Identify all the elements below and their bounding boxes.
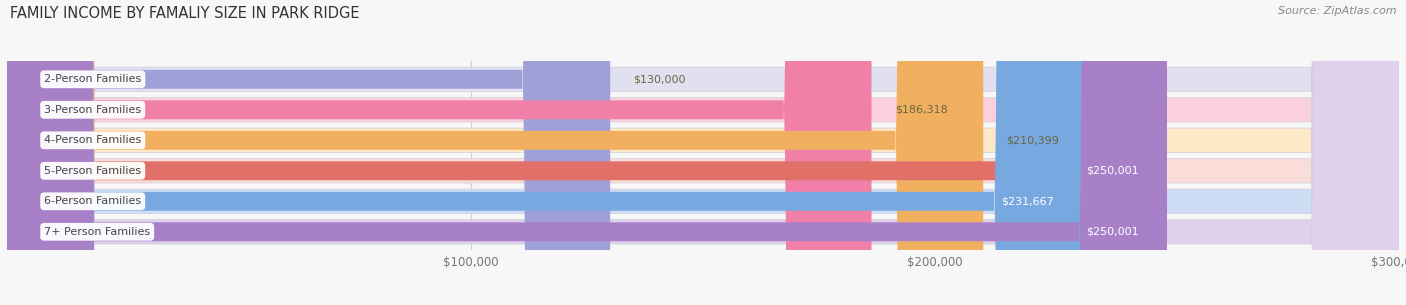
FancyBboxPatch shape [7,0,1399,305]
FancyBboxPatch shape [7,0,1167,305]
Text: 2-Person Families: 2-Person Families [44,74,142,84]
Text: FAMILY INCOME BY FAMALIY SIZE IN PARK RIDGE: FAMILY INCOME BY FAMALIY SIZE IN PARK RI… [10,6,360,21]
Text: $210,399: $210,399 [1007,135,1059,145]
FancyBboxPatch shape [7,0,1399,305]
Text: $130,000: $130,000 [633,74,686,84]
Text: 6-Person Families: 6-Person Families [44,196,141,206]
Text: 3-Person Families: 3-Person Families [44,105,141,115]
FancyBboxPatch shape [7,0,1399,305]
Text: $250,001: $250,001 [1087,166,1139,176]
FancyBboxPatch shape [7,0,610,305]
FancyBboxPatch shape [7,0,1399,305]
FancyBboxPatch shape [7,0,1399,305]
Text: $186,318: $186,318 [894,105,948,115]
Text: 5-Person Families: 5-Person Families [44,166,141,176]
Text: $231,667: $231,667 [1001,196,1054,206]
FancyBboxPatch shape [7,0,1167,305]
Text: Source: ZipAtlas.com: Source: ZipAtlas.com [1278,6,1396,16]
Text: $250,001: $250,001 [1087,227,1139,237]
FancyBboxPatch shape [7,0,983,305]
FancyBboxPatch shape [7,0,1399,305]
Text: 7+ Person Families: 7+ Person Families [44,227,150,237]
Text: 4-Person Families: 4-Person Families [44,135,142,145]
FancyBboxPatch shape [7,0,872,305]
FancyBboxPatch shape [7,0,1083,305]
